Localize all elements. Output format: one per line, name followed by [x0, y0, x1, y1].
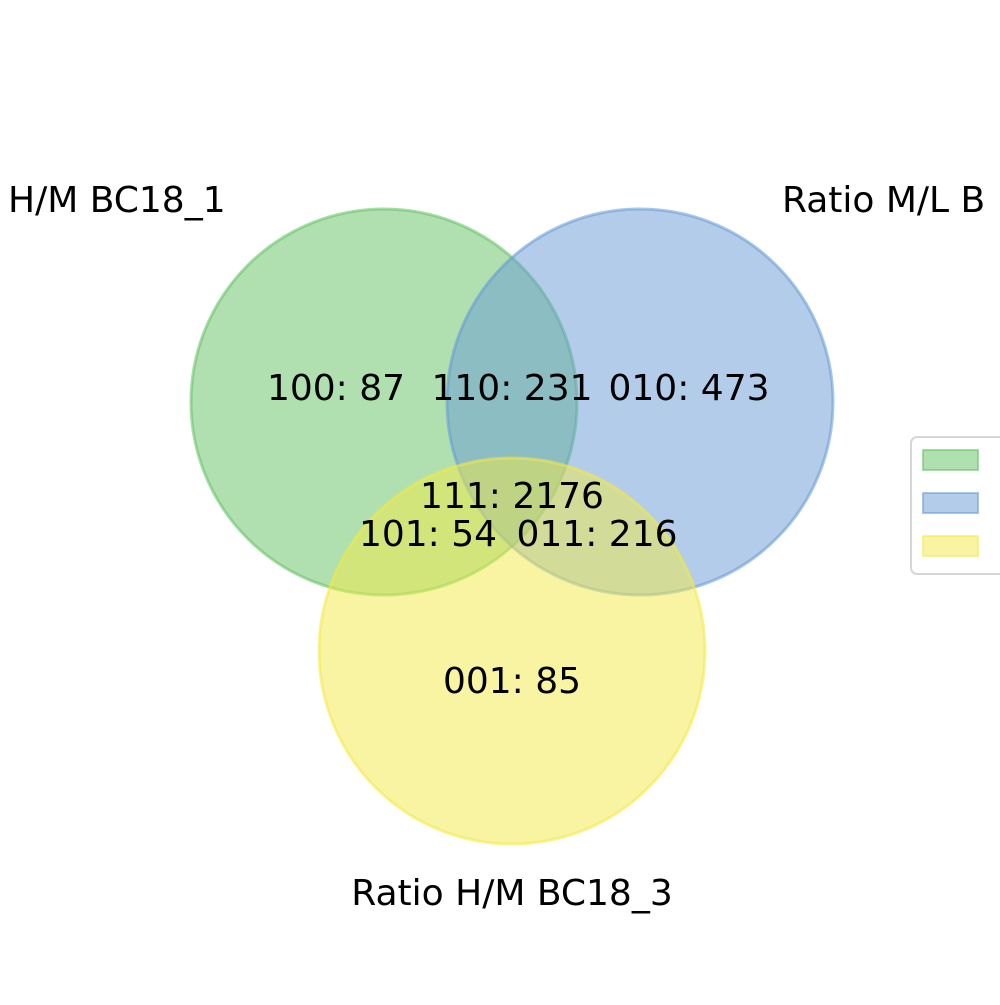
region-101-label: 101: 54	[359, 514, 497, 555]
set3-label: Ratio H/M BC18_3	[351, 873, 673, 914]
region-111-label: 111: 2176	[420, 476, 604, 517]
region-001-label: 001: 85	[443, 661, 581, 702]
set3-circle	[317, 456, 707, 846]
region-100-label: 100: 87	[267, 368, 405, 409]
region-010-label: 010: 473	[609, 368, 770, 409]
region-110-label: 110: 231	[432, 368, 593, 409]
set1-label: H/M BC18_1	[8, 180, 226, 221]
set2-label: Ratio M/L B	[782, 180, 985, 221]
region-011-label: 011: 216	[517, 514, 678, 555]
legend	[910, 436, 1000, 575]
legend-swatch-set1	[922, 449, 979, 471]
legend-swatch-set2	[922, 492, 979, 514]
legend-swatch-set3	[922, 535, 979, 557]
